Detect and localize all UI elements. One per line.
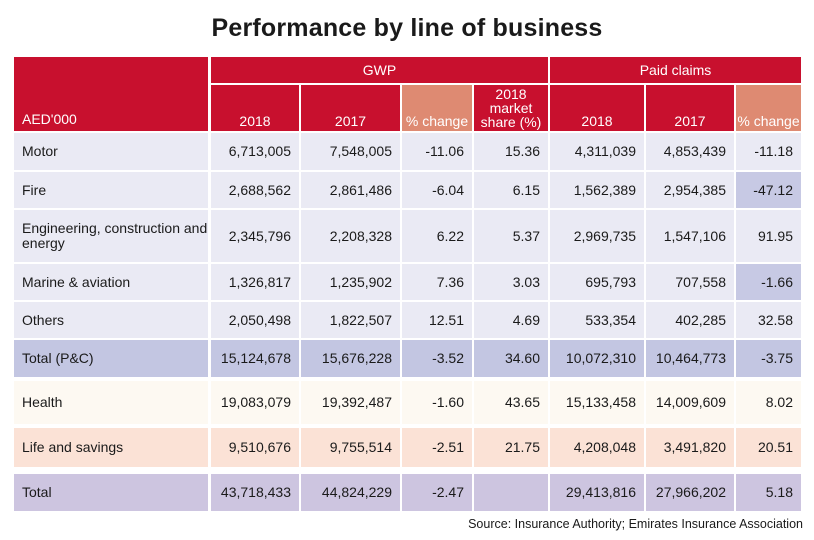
cell-gwp-market-share: 3.03 <box>474 264 548 300</box>
cell-gwp-2017: 2,861,486 <box>301 172 400 208</box>
cell-claims-2017: 1,547,106 <box>646 210 734 262</box>
cell-gwp-market-share <box>474 474 548 511</box>
cell-gwp-market-share: 6.15 <box>474 172 548 208</box>
cell-claims-2017: 4,853,439 <box>646 133 734 170</box>
cell-gwp-2018: 9,510,676 <box>211 428 299 467</box>
row-label: Health <box>14 381 208 424</box>
cell-claims-pct-change: 91.95 <box>736 210 801 262</box>
cell-gwp-2017: 1,235,902 <box>301 264 400 300</box>
col-header-gwp-2018: 2018 <box>211 85 299 131</box>
page-title: Performance by line of business <box>211 14 603 42</box>
cell-gwp-pct-change: -11.06 <box>402 133 472 170</box>
cell-claims-2017: 2,954,385 <box>646 172 734 208</box>
row-label: Others <box>14 302 208 338</box>
cell-gwp-pct-change: -2.51 <box>402 428 472 467</box>
col-header-gwp-market-share: 2018 market share (%) <box>474 85 548 131</box>
cell-claims-pct-change: -11.18 <box>736 133 801 170</box>
row-label: Total <box>14 474 208 511</box>
cell-gwp-market-share: 21.75 <box>474 428 548 467</box>
cell-claims-2018: 2,969,735 <box>550 210 644 262</box>
row-label: Total (P&C) <box>14 340 208 377</box>
cell-claims-pct-change: -3.75 <box>736 340 801 377</box>
cell-claims-2017: 10,464,773 <box>646 340 734 377</box>
cell-claims-2018: 4,311,039 <box>550 133 644 170</box>
cell-gwp-pct-change: 7.36 <box>402 264 472 300</box>
cell-claims-2017: 707,558 <box>646 264 734 300</box>
cell-claims-2018: 695,793 <box>550 264 644 300</box>
cell-claims-pct-change: 5.18 <box>736 474 801 511</box>
cell-gwp-2017: 44,824,229 <box>301 474 400 511</box>
row-label: Marine & aviation <box>14 264 208 300</box>
row-label: Motor <box>14 133 208 170</box>
cell-gwp-market-share: 4.69 <box>474 302 548 338</box>
source-note: Source: Insurance Authority; Emirates In… <box>468 517 803 531</box>
cell-gwp-2017: 1,822,507 <box>301 302 400 338</box>
cell-claims-pct-change: -47.12 <box>736 172 801 208</box>
cell-claims-pct-change: 32.58 <box>736 302 801 338</box>
cell-gwp-2017: 15,676,228 <box>301 340 400 377</box>
group-header-paid-claims: Paid claims <box>550 57 801 83</box>
col-header-claims-pct-change: % change <box>736 85 801 131</box>
cell-claims-2018: 533,354 <box>550 302 644 338</box>
cell-claims-2017: 3,491,820 <box>646 428 734 467</box>
cell-gwp-pct-change: 6.22 <box>402 210 472 262</box>
cell-gwp-pct-change: -3.52 <box>402 340 472 377</box>
cell-gwp-2018: 19,083,079 <box>211 381 299 424</box>
col-header-gwp-2017: 2017 <box>301 85 400 131</box>
col-header-claims-2018: 2018 <box>550 85 644 131</box>
cell-gwp-pct-change: -2.47 <box>402 474 472 511</box>
cell-gwp-2018: 15,124,678 <box>211 340 299 377</box>
cell-gwp-pct-change: 12.51 <box>402 302 472 338</box>
cell-gwp-2018: 6,713,005 <box>211 133 299 170</box>
cell-gwp-2018: 2,688,562 <box>211 172 299 208</box>
cell-claims-2018: 10,072,310 <box>550 340 644 377</box>
cell-gwp-2018: 43,718,433 <box>211 474 299 511</box>
cell-gwp-market-share: 15.36 <box>474 133 548 170</box>
cell-claims-2018: 1,562,389 <box>550 172 644 208</box>
cell-claims-2018: 15,133,458 <box>550 381 644 424</box>
row-label: Fire <box>14 172 208 208</box>
cell-claims-2017: 402,285 <box>646 302 734 338</box>
group-header-gwp: GWP <box>211 57 548 83</box>
cell-gwp-market-share: 5.37 <box>474 210 548 262</box>
cell-gwp-market-share: 34.60 <box>474 340 548 377</box>
cell-claims-2018: 29,413,816 <box>550 474 644 511</box>
col-header-gwp-pct-change: % change <box>402 85 472 131</box>
cell-gwp-2018: 1,326,817 <box>211 264 299 300</box>
cell-gwp-pct-change: -1.60 <box>402 381 472 424</box>
row-label: Engineering, construction and energy <box>14 210 208 262</box>
cell-claims-2017: 14,009,609 <box>646 381 734 424</box>
cell-gwp-2017: 7,548,005 <box>301 133 400 170</box>
unit-header: AED'000 <box>14 57 208 131</box>
cell-gwp-market-share: 43.65 <box>474 381 548 424</box>
cell-claims-2018: 4,208,048 <box>550 428 644 467</box>
cell-gwp-2018: 2,345,796 <box>211 210 299 262</box>
cell-claims-pct-change: 8.02 <box>736 381 801 424</box>
cell-gwp-2017: 9,755,514 <box>301 428 400 467</box>
cell-gwp-2017: 2,208,328 <box>301 210 400 262</box>
row-label: Life and savings <box>14 428 208 467</box>
col-header-claims-2017: 2017 <box>646 85 734 131</box>
cell-gwp-2017: 19,392,487 <box>301 381 400 424</box>
cell-gwp-pct-change: -6.04 <box>402 172 472 208</box>
cell-gwp-2018: 2,050,498 <box>211 302 299 338</box>
cell-claims-pct-change: 20.51 <box>736 428 801 467</box>
cell-claims-pct-change: -1.66 <box>736 264 801 300</box>
cell-claims-2017: 27,966,202 <box>646 474 734 511</box>
